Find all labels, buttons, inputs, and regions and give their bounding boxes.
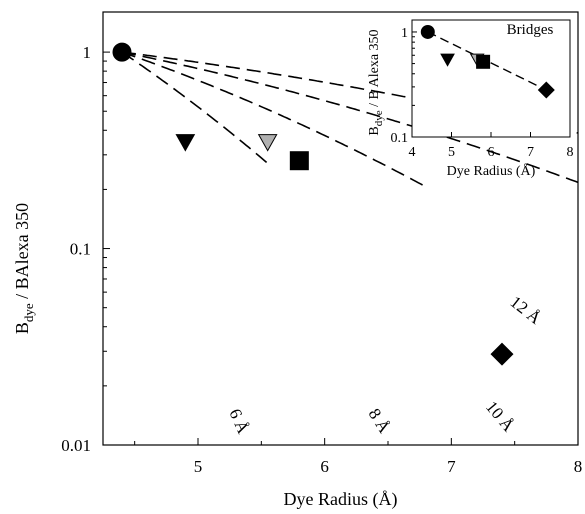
y-tick-label: 1 <box>83 43 92 62</box>
x-axis-title: Dye Radius (Å) <box>284 489 398 510</box>
y-axis-title-rest: / BAlexa 350 <box>12 203 32 304</box>
inset-frame <box>411 19 571 138</box>
x-tick-label: 7 <box>447 457 456 476</box>
inset-x-tick-label: 8 <box>567 145 574 160</box>
y-tick-label: 0.01 <box>61 436 91 455</box>
inset-y-axis-title: Bdye / B Alexa 350 <box>367 29 385 135</box>
inset-plot: Bridges 4 5 6 7 8 0.1 1 Dye Radius (Å) Bdye / B A… <box>367 19 574 179</box>
inset-x-tick-label: 6 <box>488 145 495 160</box>
inset-title: Bridges <box>507 22 554 38</box>
inset-x-tick-label: 7 <box>527 145 534 160</box>
inset-x-tick-label: 4 <box>409 145 416 160</box>
inset-fit-line <box>427 31 547 91</box>
inset-y-tick-label: 0.1 <box>391 131 409 146</box>
y-axis-title-main: B <box>12 322 32 334</box>
inset-data-point-diamond <box>537 81 555 99</box>
curve-8A <box>121 51 429 189</box>
inset-data-point-circle <box>420 24 435 39</box>
curve-6A <box>121 51 273 168</box>
y-axis-title: Bdye / BAlexa 350 <box>12 203 36 334</box>
data-point-square <box>289 151 309 171</box>
inset-data-point-square <box>476 54 491 69</box>
plot-frame <box>102 11 579 446</box>
curve-label-12A: 12 Å <box>507 292 546 328</box>
x-tick-label: 8 <box>574 457 583 476</box>
data-point-diamond <box>490 342 514 366</box>
x-tick-label: 6 <box>320 457 329 476</box>
data-point-circle <box>112 42 132 62</box>
main-plot: 5 6 7 8 0.01 0.1 1 Dye Radius (Å) Bdye / BAlexa … <box>12 11 583 510</box>
data-point-triangle-down <box>257 134 278 152</box>
inset-x-tick-label: 5 <box>448 145 455 160</box>
inset-x-axis-title: Dye Radius (Å) <box>447 163 536 179</box>
data-point-triangle-down <box>175 134 196 152</box>
inset-y-axis-title-rest: / B Alexa 350 <box>367 29 382 110</box>
inset-y-tick-label: 1 <box>401 26 408 41</box>
curve-10A <box>121 51 579 184</box>
inset-y-axis-title-sub: dye <box>373 110 385 126</box>
inset-data-point-triangle-down <box>440 53 455 67</box>
curve-label-10A: 10 Å <box>482 397 519 435</box>
x-tick-label: 5 <box>194 457 203 476</box>
curve-label-6A: 6 Å <box>225 406 253 437</box>
curve-label-8A: 8 Å <box>365 405 395 437</box>
inset-y-axis-title-main: B <box>367 126 382 135</box>
y-axis-title-sub: dye <box>21 303 36 322</box>
y-tick-label: 0.1 <box>70 240 91 259</box>
